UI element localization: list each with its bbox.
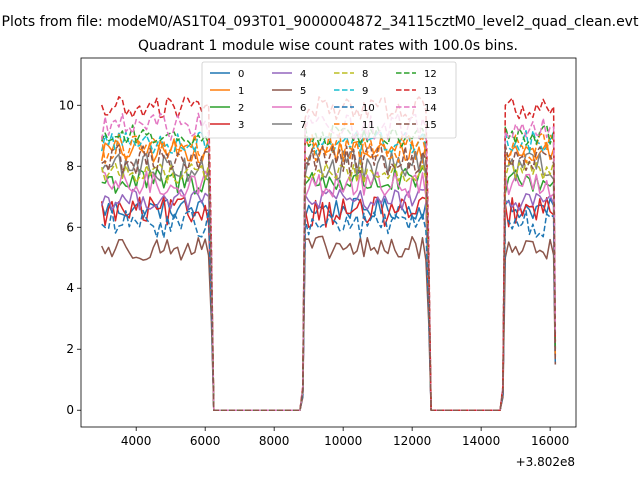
legend-label-11: 11 [362, 120, 375, 131]
legend-label-6: 6 [300, 103, 306, 114]
x-tick-label: 10000 [324, 434, 362, 448]
x-tick-label: 14000 [462, 434, 500, 448]
y-tick-label: 10 [59, 98, 74, 112]
legend-label-10: 10 [362, 103, 375, 114]
legend-label-0: 0 [238, 69, 244, 80]
legend-label-7: 7 [300, 120, 306, 131]
x-tick-label: 6000 [190, 434, 221, 448]
legend-label-5: 5 [300, 86, 306, 97]
legend-label-2: 2 [238, 103, 244, 114]
legend-label-12: 12 [424, 69, 437, 80]
legend-label-9: 9 [362, 86, 368, 97]
plot-frame [80, 57, 577, 428]
x-offset-label: +3.802e8 [516, 455, 575, 469]
series-line-15 [101, 144, 557, 411]
series-line-8 [100, 161, 557, 411]
y-tick-label: 8 [66, 159, 74, 173]
y-axis: 0 2 4 6 8 10 [59, 98, 81, 417]
y-tick-label: 2 [66, 342, 74, 356]
legend-label-8: 8 [362, 69, 368, 80]
figure-suptitle: Plots from file: modeM0/AS1T04_093T01_90… [2, 14, 639, 30]
legend-label-1: 1 [238, 86, 244, 97]
y-tick-label: 6 [66, 220, 74, 234]
x-tick-label: 16000 [531, 434, 569, 448]
legend-label-4: 4 [300, 69, 306, 80]
legend-label-13: 13 [424, 86, 437, 97]
legend-frame [201, 61, 457, 139]
legend-label-3: 3 [238, 120, 244, 131]
x-tick-label: 4000 [121, 434, 152, 448]
y-tick-label: 4 [66, 281, 74, 295]
legend-label-14: 14 [424, 103, 437, 114]
x-tick-label: 8000 [259, 434, 290, 448]
chart-title: Quadrant 1 module wise count rates with … [138, 38, 518, 54]
legend-label-15: 15 [424, 120, 437, 131]
x-tick-label: 12000 [393, 434, 431, 448]
x-axis: 4000 6000 8000 10000 12000 14000 16000 [121, 427, 569, 448]
y-tick-label: 0 [66, 403, 74, 417]
